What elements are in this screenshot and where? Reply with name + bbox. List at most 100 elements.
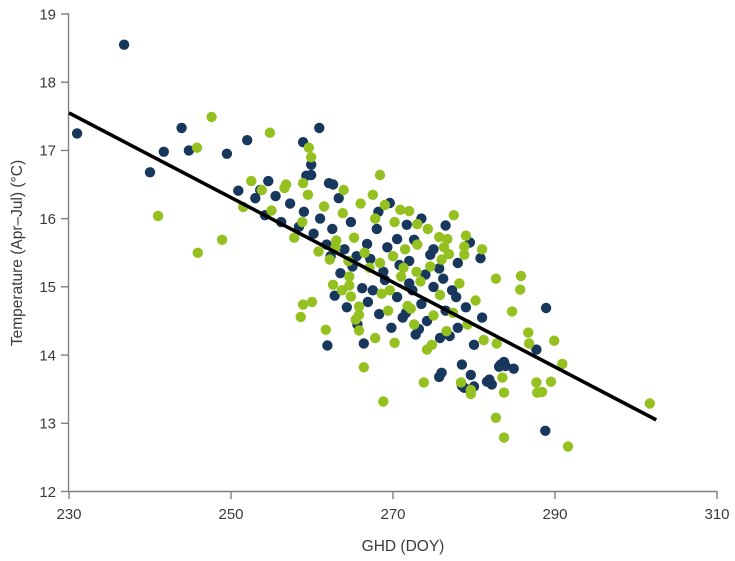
- data-point-green-points: [441, 326, 452, 337]
- data-point-green-points: [498, 432, 510, 443]
- data-point-green-points: [389, 337, 400, 348]
- data-point-navy-points: [118, 39, 130, 50]
- data-point-navy-points: [540, 302, 552, 314]
- data-point-green-points: [206, 111, 217, 123]
- data-point-navy-points: [221, 148, 233, 159]
- data-point-navy-points: [242, 135, 253, 146]
- data-point-green-points: [338, 184, 349, 196]
- data-point-navy-points: [456, 359, 468, 370]
- data-point-navy-points: [416, 298, 427, 310]
- data-point-navy-points: [468, 339, 480, 350]
- data-point-navy-points: [298, 206, 310, 217]
- data-point-green-points: [434, 289, 446, 301]
- data-point-navy-points: [357, 283, 368, 294]
- data-point-navy-points: [508, 363, 519, 374]
- x-tick-label: 250: [218, 506, 243, 523]
- data-point-navy-points: [371, 223, 382, 235]
- data-point-navy-points: [341, 302, 352, 313]
- data-point-green-points: [490, 273, 502, 284]
- data-point-navy-points: [540, 425, 551, 436]
- data-point-navy-points: [306, 159, 317, 170]
- x-axis-ticks: 230 250 270 290 310: [56, 491, 730, 523]
- data-point-navy-points: [476, 312, 488, 323]
- data-point-green-points: [418, 377, 429, 388]
- data-point-navy-points: [434, 332, 446, 344]
- data-point-navy-points: [314, 122, 325, 134]
- data-point-green-points: [297, 216, 308, 228]
- data-point-green-points: [306, 152, 317, 163]
- data-point-green-points: [395, 271, 407, 282]
- data-point-green-points: [465, 384, 476, 396]
- data-point-green-points: [264, 127, 276, 138]
- data-point-green-points: [353, 325, 365, 336]
- data-point-navy-points: [452, 257, 463, 269]
- data-point-green-points: [358, 362, 369, 373]
- data-point-navy-points: [322, 340, 333, 351]
- data-points-layer: [71, 39, 655, 452]
- data-point-green-points: [327, 279, 339, 290]
- data-point-green-points: [523, 327, 534, 338]
- data-point-green-points: [412, 218, 423, 230]
- data-point-navy-points: [452, 322, 463, 333]
- data-point-navy-points: [329, 290, 340, 301]
- data-point-green-points: [359, 247, 370, 258]
- data-point-navy-points: [428, 281, 439, 293]
- data-point-green-points: [425, 261, 436, 272]
- data-point-navy-points: [233, 185, 244, 196]
- data-point-navy-points: [434, 263, 445, 274]
- data-point-green-points: [442, 233, 453, 245]
- data-point-navy-points: [314, 213, 326, 224]
- data-point-green-points: [367, 189, 378, 200]
- data-point-green-points: [336, 285, 348, 296]
- data-point-green-points: [320, 324, 331, 335]
- data-point-green-points: [448, 210, 459, 221]
- data-point-green-points: [459, 249, 470, 260]
- y-tick-label: 19: [39, 6, 56, 23]
- data-point-green-points: [428, 310, 439, 321]
- data-point-navy-points: [333, 193, 344, 204]
- data-point-navy-points: [391, 233, 403, 245]
- data-point-navy-points: [451, 291, 462, 303]
- data-point-green-points: [498, 387, 510, 398]
- data-point-green-points: [337, 208, 348, 219]
- y-tick-label: 14: [39, 347, 56, 364]
- data-point-green-points: [490, 412, 502, 423]
- data-point-navy-points: [335, 268, 346, 279]
- data-point-green-points: [454, 278, 465, 289]
- data-point-green-points: [313, 246, 324, 257]
- data-point-navy-points: [263, 175, 274, 187]
- data-point-green-points: [379, 199, 391, 211]
- data-point-green-points: [404, 205, 415, 217]
- data-point-green-points: [370, 332, 381, 344]
- data-point-navy-points: [71, 128, 83, 139]
- data-point-green-points: [370, 213, 381, 224]
- x-axis-title: GHD (DOY): [362, 538, 445, 555]
- data-point-green-points: [478, 334, 489, 346]
- data-point-green-points: [289, 232, 300, 243]
- data-point-green-points: [557, 358, 568, 370]
- data-point-green-points: [405, 303, 416, 314]
- data-point-green-points: [399, 244, 411, 255]
- data-point-green-points: [344, 271, 355, 282]
- data-point-green-points: [515, 284, 526, 295]
- data-point-green-points: [374, 257, 386, 269]
- data-point-navy-points: [391, 291, 403, 303]
- x-tick-label: 270: [380, 506, 405, 523]
- data-point-green-points: [545, 376, 557, 387]
- data-point-green-points: [408, 319, 420, 330]
- data-point-navy-points: [531, 344, 542, 355]
- data-point-green-points: [436, 254, 447, 265]
- data-point-navy-points: [284, 198, 296, 209]
- data-point-green-points: [531, 377, 542, 388]
- y-tick-label: 18: [39, 75, 56, 92]
- data-point-navy-points: [438, 273, 449, 284]
- x-tick-label: 230: [56, 506, 81, 523]
- data-point-navy-points: [362, 296, 374, 308]
- data-point-green-points: [434, 231, 445, 243]
- data-point-green-points: [415, 276, 426, 287]
- data-point-green-points: [324, 254, 335, 265]
- data-point-green-points: [297, 178, 309, 189]
- data-point-green-points: [549, 335, 560, 346]
- data-point-green-points: [532, 387, 543, 398]
- data-point-green-points: [318, 201, 330, 212]
